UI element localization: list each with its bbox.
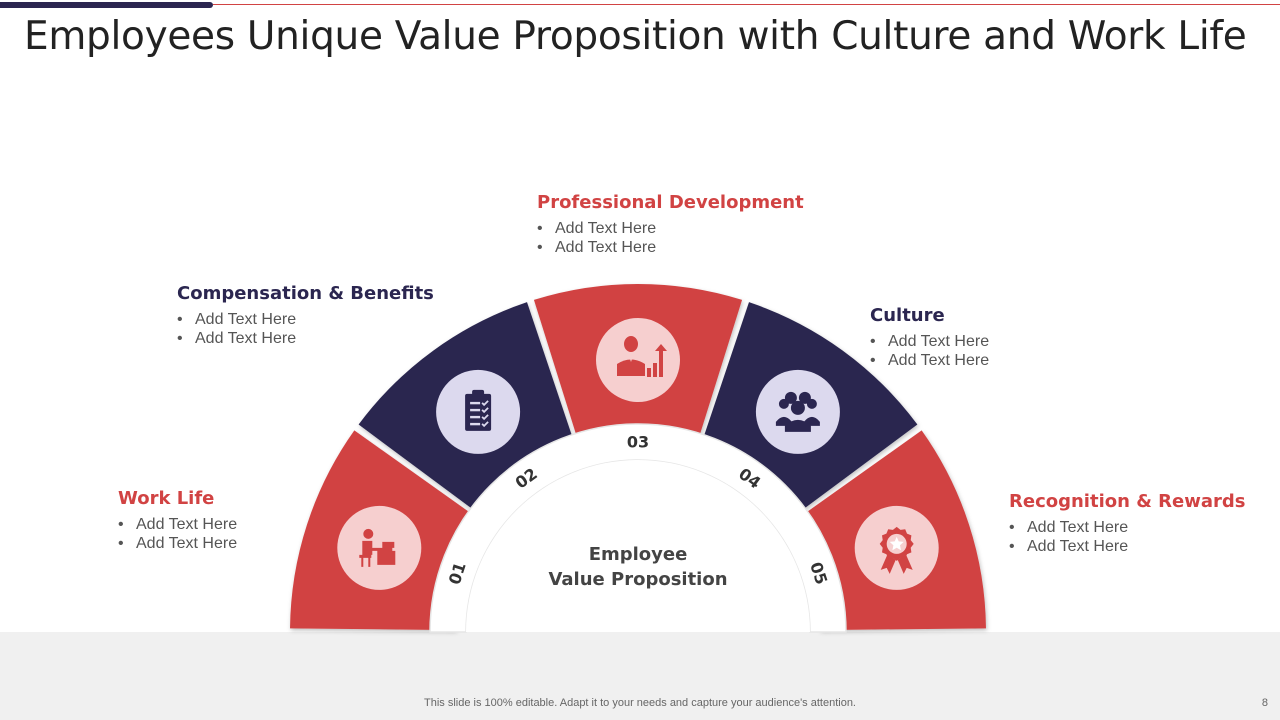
segment-block-work-life: Work Life Add Text Here Add Text Here bbox=[118, 488, 237, 553]
bullet-list: Add Text Here Add Text Here bbox=[1009, 518, 1245, 556]
bullet-item: Add Text Here bbox=[537, 219, 804, 238]
segment-title-professional-development: Professional Development bbox=[537, 192, 804, 213]
bullet-list: Add Text Here Add Text Here bbox=[870, 332, 989, 370]
segment-title-recognition: Recognition & Rewards bbox=[1009, 491, 1246, 512]
number-ring bbox=[429, 423, 847, 633]
segment-title-work-life: Work Life bbox=[118, 488, 215, 509]
segment-title-compensation: Compensation & Benefits bbox=[177, 283, 434, 304]
bullet-item: Add Text Here bbox=[870, 332, 989, 351]
top-accent-line bbox=[213, 4, 1280, 5]
bullet-list: Add Text Here Add Text Here bbox=[177, 310, 434, 348]
bullet-item: Add Text Here bbox=[177, 329, 434, 348]
bullet-item: Add Text Here bbox=[177, 310, 434, 329]
segment-block-compensation: Compensation & Benefits Add Text Here Ad… bbox=[177, 283, 434, 348]
growth-chart-person-icon bbox=[596, 318, 680, 402]
bullet-item: Add Text Here bbox=[118, 534, 237, 553]
bullet-item: Add Text Here bbox=[1009, 537, 1245, 556]
center-label-line1: Employee bbox=[589, 544, 688, 565]
center-label-line2: Value Proposition bbox=[548, 569, 727, 590]
top-accent-bar bbox=[0, 2, 213, 8]
slide-title: Employees Unique Value Proposition with … bbox=[24, 14, 1247, 59]
bullet-item: Add Text Here bbox=[537, 238, 804, 257]
clipboard-checklist-icon bbox=[436, 369, 521, 454]
team-group-icon bbox=[755, 369, 840, 454]
bullet-item: Add Text Here bbox=[1009, 518, 1245, 537]
segment-block-professional-development: Professional Development Add Text Here A… bbox=[537, 192, 804, 257]
segment-block-culture: Culture Add Text Here Add Text Here bbox=[870, 305, 989, 370]
award-ribbon-icon bbox=[854, 505, 939, 590]
page-number: 8 bbox=[1261, 697, 1268, 709]
segment-title-culture: Culture bbox=[870, 305, 945, 326]
segment-block-recognition: Recognition & Rewards Add Text Here Add … bbox=[1009, 491, 1245, 556]
footer-note: This slide is 100% editable. Adapt it to… bbox=[424, 697, 856, 709]
segment-number-03: 03 bbox=[627, 433, 649, 452]
desk-worker-icon bbox=[337, 505, 422, 590]
bullet-list: Add Text Here Add Text Here bbox=[118, 515, 237, 553]
footer-band bbox=[0, 632, 1280, 720]
bullet-list: Add Text Here Add Text Here bbox=[537, 219, 804, 257]
center-disc bbox=[466, 460, 810, 632]
segment-icons bbox=[337, 318, 939, 590]
bullet-item: Add Text Here bbox=[870, 351, 989, 370]
bullet-item: Add Text Here bbox=[118, 515, 237, 534]
